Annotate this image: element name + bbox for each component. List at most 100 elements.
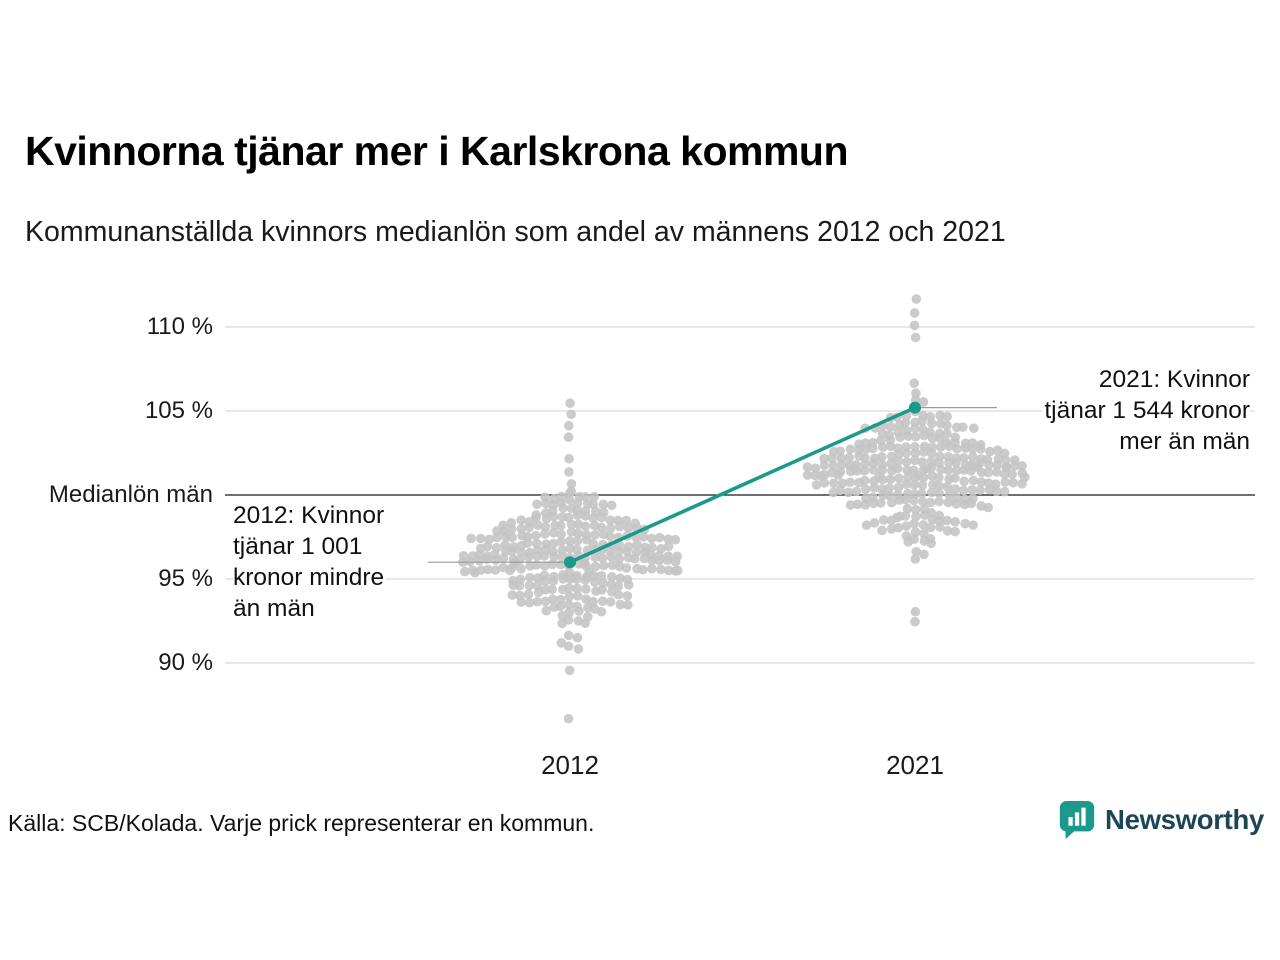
municipality-dot	[613, 532, 624, 543]
municipality-dot	[810, 470, 821, 481]
municipality-dot	[640, 547, 650, 558]
municipality-dot	[632, 539, 642, 550]
municipality-dot	[522, 531, 533, 542]
municipality-dot	[918, 397, 929, 407]
municipality-dot	[950, 526, 960, 537]
municipality-dot	[902, 465, 912, 475]
municipality-dot	[895, 511, 905, 522]
annotation-2012-line1: 2012: Kvinnor	[233, 502, 385, 529]
municipality-dot	[952, 422, 962, 433]
municipality-dot	[524, 522, 534, 533]
municipality-dot	[596, 570, 607, 581]
municipality-dot	[514, 555, 525, 565]
municipality-dot	[878, 515, 889, 525]
x-label-2012: 2012	[541, 750, 599, 780]
municipality-dot	[917, 457, 928, 467]
municipality-dot	[943, 451, 954, 462]
municipality-dot	[507, 546, 517, 556]
municipality-dot	[918, 520, 929, 530]
municipality-dot	[985, 446, 995, 457]
municipality-dot	[598, 529, 609, 540]
municipality-dot	[926, 462, 937, 473]
municipality-dot	[540, 576, 551, 587]
municipality-dot	[892, 512, 902, 523]
municipality-dot	[563, 615, 574, 625]
municipality-dot	[802, 470, 813, 480]
municipality-dot	[885, 412, 896, 423]
municipality-dot	[909, 378, 920, 389]
municipality-dot	[833, 470, 844, 480]
municipality-dot	[605, 597, 616, 607]
municipality-dot	[887, 465, 897, 476]
municipality-dot	[590, 552, 600, 563]
municipality-dot	[851, 486, 862, 497]
municipality-dot	[900, 511, 911, 521]
municipality-dot	[925, 522, 936, 533]
municipality-dot	[590, 529, 600, 540]
municipality-dot	[877, 442, 888, 452]
municipality-dot	[498, 553, 509, 563]
municipality-dot	[877, 428, 888, 439]
municipality-dot	[868, 492, 878, 503]
municipality-dot	[860, 459, 870, 470]
municipality-dot	[901, 411, 912, 421]
municipality-dot	[910, 616, 920, 627]
municipality-dot	[936, 464, 946, 475]
municipality-dot	[606, 587, 617, 597]
municipality-dot	[1010, 461, 1020, 471]
municipality-dot	[911, 511, 921, 522]
municipality-dot	[934, 458, 944, 468]
municipality-dot	[492, 526, 502, 536]
municipality-dot	[588, 596, 598, 607]
municipality-dot	[950, 432, 961, 443]
municipality-dot	[525, 572, 535, 583]
municipality-dot	[959, 476, 969, 487]
municipality-dot	[951, 499, 962, 509]
municipality-dot	[564, 494, 575, 505]
municipality-dot	[909, 495, 919, 506]
municipality-dot	[895, 432, 905, 443]
municipality-dot	[581, 534, 592, 545]
municipality-dot	[952, 443, 962, 454]
municipality-dot	[663, 541, 674, 552]
municipality-dot	[975, 444, 986, 454]
municipality-dot	[532, 580, 543, 591]
municipality-dot	[548, 571, 559, 582]
municipality-dot	[942, 481, 952, 492]
municipality-dot	[878, 490, 888, 501]
municipality-dot	[598, 560, 609, 571]
municipality-dot	[572, 570, 582, 581]
municipality-dot	[654, 555, 665, 566]
municipality-dot	[615, 573, 625, 584]
municipality-dot	[621, 515, 632, 526]
municipality-dot	[614, 553, 625, 564]
municipality-dot	[844, 460, 855, 471]
municipality-dot	[909, 518, 919, 529]
municipality-dot	[598, 539, 608, 550]
municipality-dot	[958, 422, 968, 432]
municipality-dot	[868, 498, 879, 509]
municipality-dot	[901, 521, 912, 531]
municipality-dot	[672, 551, 683, 562]
municipality-dot	[622, 546, 632, 557]
municipality-dot	[1000, 455, 1011, 465]
municipality-dot	[605, 523, 616, 533]
municipality-dot	[646, 550, 656, 560]
municipality-dot	[902, 503, 913, 514]
municipality-dot	[925, 427, 935, 438]
municipality-dot	[556, 559, 566, 570]
municipality-dot	[670, 566, 681, 576]
municipality-dot	[505, 565, 515, 576]
municipality-dot	[621, 563, 632, 573]
municipality-dot	[976, 501, 986, 511]
municipality-dot	[541, 498, 551, 509]
municipality-dot	[918, 424, 928, 435]
municipality-dot	[563, 641, 574, 652]
municipality-dot	[632, 523, 642, 533]
municipality-dot	[564, 599, 574, 610]
municipality-dot	[564, 453, 574, 464]
x-label-2021: 2021	[886, 750, 944, 780]
municipality-dot	[1017, 468, 1028, 479]
municipality-dot	[564, 567, 575, 578]
